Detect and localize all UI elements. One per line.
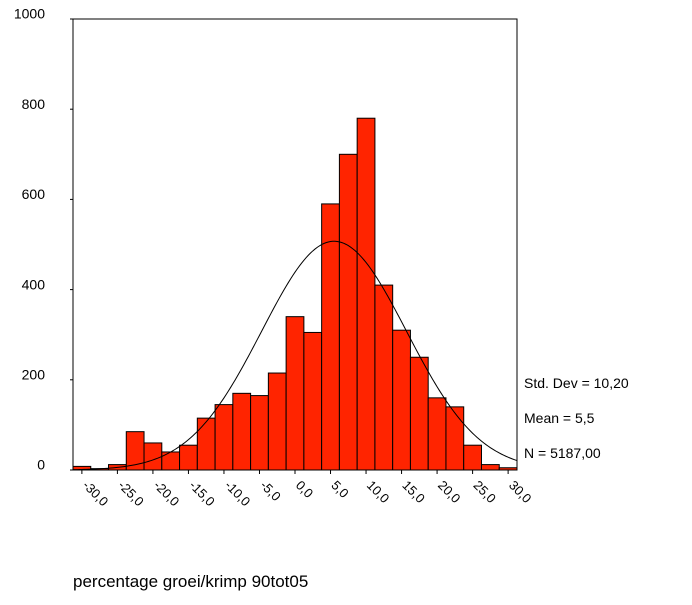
y-tick-label: 400 [22, 276, 46, 292]
bar [196, 417, 216, 471]
x-tick-label: -30,0 [80, 478, 112, 510]
x-tick-label: 20,0 [435, 478, 464, 507]
stat-label: Mean = 5,5 [524, 410, 595, 426]
bar [285, 316, 305, 471]
bar [374, 284, 394, 471]
bar [338, 153, 358, 471]
x-tick-label: -20,0 [151, 478, 183, 510]
x-tick-label: -5,0 [257, 478, 283, 504]
y-tick-label: 200 [22, 367, 46, 383]
x-tick-label: 10,0 [364, 478, 393, 507]
stat-label: N = 5187,00 [524, 445, 601, 461]
x-tick-label: 30,0 [506, 478, 535, 507]
y-tick-label: 800 [22, 96, 46, 112]
x-tick-label: -15,0 [186, 478, 218, 510]
bar [409, 356, 429, 471]
stat-label: Std. Dev = 10,20 [524, 375, 629, 391]
x-tick-label: -25,0 [115, 478, 147, 510]
x-tick-label: 5,0 [328, 478, 351, 501]
x-axis-label: percentage groei/krimp 90tot05 [73, 572, 308, 591]
bar [303, 331, 323, 471]
bar [267, 372, 287, 471]
bar [214, 404, 234, 471]
x-tick-label: 0,0 [293, 478, 316, 501]
bar [179, 444, 198, 471]
bar [356, 117, 376, 471]
bar [250, 395, 269, 471]
x-tick-label: 15,0 [399, 478, 428, 507]
bar [392, 329, 411, 471]
bar [480, 464, 500, 471]
y-tick-label: 0 [37, 457, 45, 473]
bar [445, 406, 465, 471]
y-tick-label: 600 [22, 186, 46, 202]
bar [232, 392, 252, 471]
x-tick-label: -10,0 [222, 478, 254, 510]
bar [143, 442, 163, 471]
x-tick-label: 25,0 [470, 478, 499, 507]
bar [463, 444, 482, 471]
y-tick-label: 1000 [14, 6, 45, 22]
normal-curve [72, 240, 518, 471]
bar [427, 397, 447, 471]
